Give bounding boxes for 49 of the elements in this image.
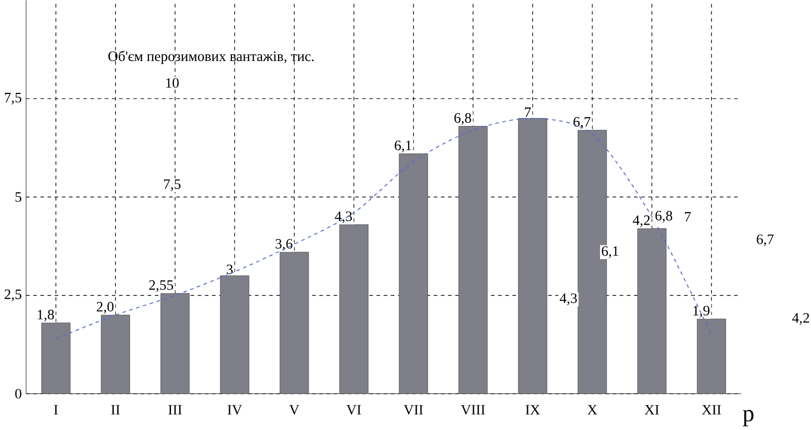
- x-tick-label: XII: [702, 404, 721, 414]
- x-tick-label: IX: [526, 404, 540, 414]
- bar: [398, 153, 428, 394]
- x-tick-label: IV: [228, 404, 242, 415]
- x-tick-label: I: [54, 404, 58, 414]
- bar: [100, 314, 130, 394]
- bar: [280, 252, 309, 394]
- data-label: 2,0: [96, 302, 114, 314]
- data-label: 7: [525, 107, 531, 117]
- data-label: 3: [226, 264, 233, 274]
- bar: [220, 275, 250, 394]
- data-label: 4,3: [334, 211, 352, 224]
- text: 4,2: [792, 313, 810, 325]
- bar: [41, 322, 70, 394]
- data-label: 1,8: [38, 310, 54, 322]
- annotation: 7,5: [164, 179, 180, 191]
- y-tick-label: 0: [15, 388, 22, 398]
- data-label: 2,55: [149, 280, 174, 292]
- annotation: 10: [166, 78, 179, 88]
- x-tick-label: VII: [404, 404, 423, 415]
- data-label: 6,1: [394, 140, 412, 152]
- annotation: 4,3: [560, 293, 577, 306]
- data-label: 4,2: [632, 215, 650, 227]
- y-tick-label: 7,5: [4, 92, 22, 104]
- bar: [696, 318, 726, 394]
- x-tick-label: VIII: [460, 404, 485, 415]
- bar: [339, 224, 368, 394]
- annotation: 7: [684, 212, 691, 222]
- x-tick-label: X: [587, 404, 598, 414]
- bar: [637, 228, 666, 394]
- text: 6,7: [756, 234, 774, 246]
- data-label: 1,9: [693, 306, 710, 318]
- x-tick-label: II: [111, 404, 120, 414]
- data-label: 6,8: [454, 112, 472, 125]
- text: Об'єм перозимових вантажів, тис.: [108, 50, 314, 64]
- data-label: 6,7: [574, 116, 590, 129]
- x-tick-label: V: [289, 404, 300, 415]
- bar: [458, 126, 488, 394]
- data-label: 3,6: [276, 238, 292, 251]
- annotation: 6,1: [602, 246, 618, 258]
- x-tick-label: XI: [644, 404, 659, 414]
- y-tick-label: 5: [16, 192, 22, 202]
- y-tick-label: 2,5: [4, 289, 22, 302]
- x-axis-title: р: [742, 410, 754, 426]
- x-tick-label: VI: [346, 404, 361, 415]
- bar: [160, 293, 190, 394]
- x-tick-label: III: [168, 404, 182, 414]
- bar: [518, 118, 548, 394]
- annotation: 6,8: [655, 210, 672, 222]
